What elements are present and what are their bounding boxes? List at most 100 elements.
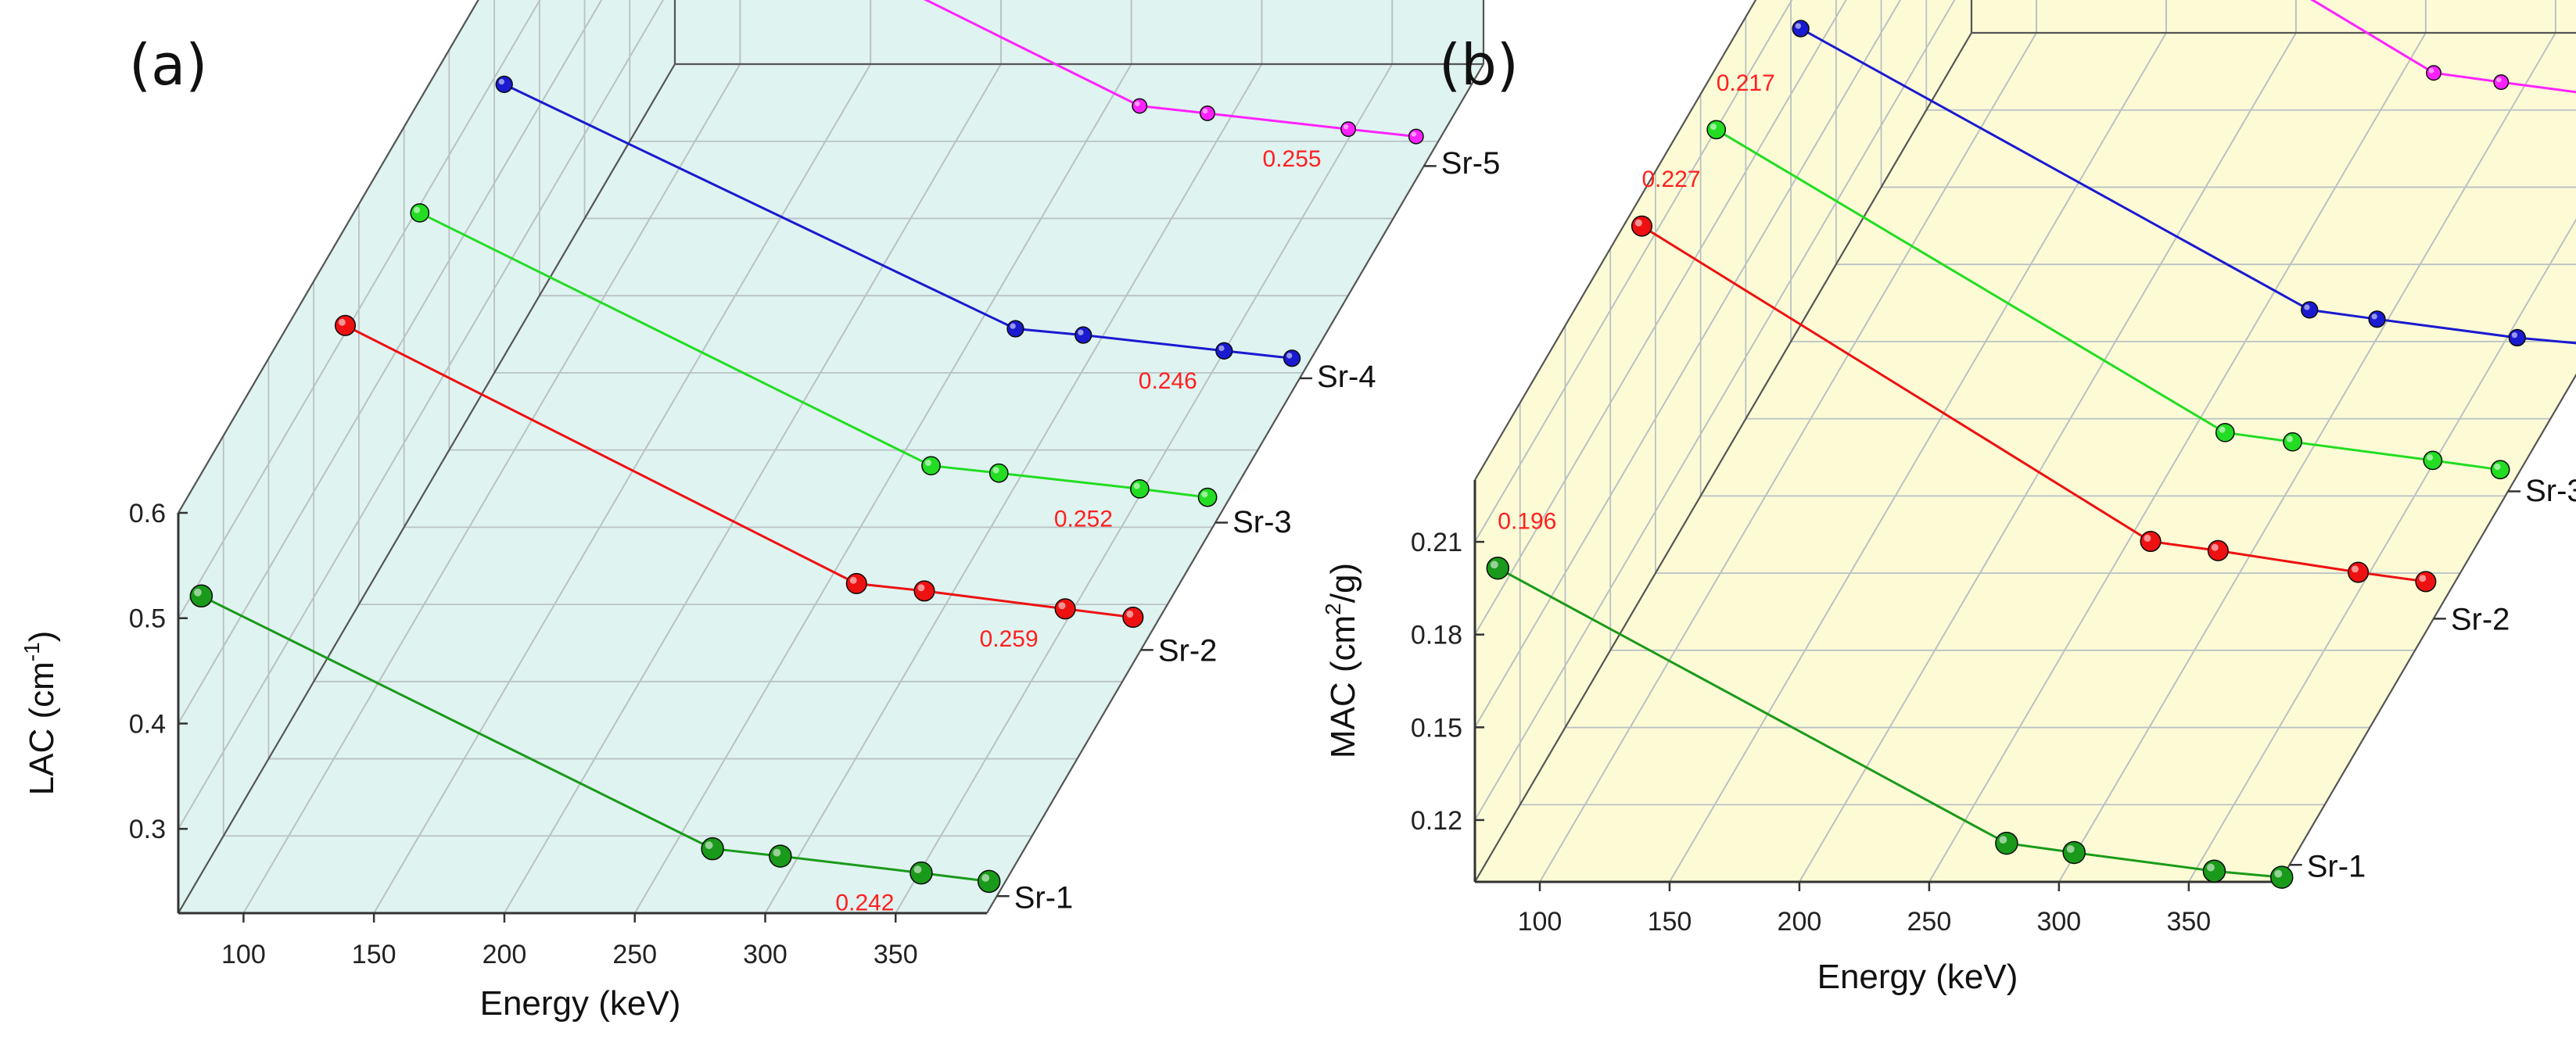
side-wall-gridline (178, 0, 665, 829)
data-point (1132, 98, 1148, 114)
data-point (1130, 478, 1150, 499)
data-point (909, 861, 933, 885)
data-point-highlight (1795, 23, 1801, 29)
data-point (977, 869, 1001, 894)
x-tick-label: 200 (1778, 907, 1822, 937)
x-tick-label: 150 (1648, 907, 1692, 937)
value-annotation: 0.227 (1641, 167, 1700, 192)
value-annotation: 0.252 (1054, 506, 1113, 532)
data-point (2140, 530, 2162, 553)
data-point (1340, 121, 1357, 138)
data-point-highlight (338, 318, 346, 326)
data-point-highlight (1126, 610, 1134, 618)
floor-gridline (2058, 32, 2556, 883)
y-axis-title-main: LAC (cm (23, 661, 61, 795)
side-wall-gridline (1474, 0, 1793, 543)
value-annotation: 0.255 (1263, 146, 1322, 172)
y-tick-label: 0.3 (129, 815, 166, 844)
data-point (1706, 120, 1727, 140)
y-axis-title: MAC (cm2/g) (1321, 563, 1362, 758)
value-annotation: 0.242 (835, 890, 894, 916)
data-point-highlight (2496, 77, 2502, 83)
x-tick-label: 200 (483, 940, 527, 969)
data-point-highlight (849, 576, 857, 584)
data-point (988, 463, 1009, 483)
data-point (2508, 328, 2526, 347)
data-point (2283, 432, 2302, 452)
y-axis-title-main: MAC (cm (1324, 615, 1362, 758)
series-label: Sr-3 (1232, 505, 1292, 539)
data-point (1215, 342, 1233, 360)
axis-frame-edge (986, 63, 1484, 914)
data-point-highlight (1135, 101, 1140, 106)
data-point-highlight (498, 78, 505, 85)
x-tick-label: 300 (2036, 907, 2081, 937)
data-point (1283, 349, 1301, 367)
side-wall-gridline (1474, 0, 1847, 636)
data-point (2301, 301, 2319, 319)
series-label: Sr-4 (1317, 360, 1376, 394)
axis-frame-edge (178, 63, 676, 914)
data-point-highlight (1343, 124, 1349, 130)
data-point-highlight (1058, 602, 1066, 610)
data-point (189, 584, 213, 608)
data-point-highlight (2352, 565, 2359, 573)
panel-label: (b) (1439, 32, 1519, 98)
data-point (1200, 106, 1215, 121)
data-point-highlight (1201, 491, 1208, 498)
data-point-highlight (2219, 426, 2226, 433)
data-point (2423, 450, 2443, 471)
data-point (495, 75, 513, 94)
data-point-highlight (981, 874, 990, 882)
y-axis-title-tail: /g) (1324, 563, 1362, 603)
data-point (2490, 460, 2510, 480)
y-tick-label: 0.12 (1411, 806, 1462, 836)
data-point (1408, 128, 1424, 145)
data-point-highlight (1133, 482, 1140, 489)
data-point (2368, 310, 2386, 328)
x-tick-label: 150 (352, 940, 396, 969)
data-point-highlight (2207, 863, 2215, 872)
data-point (921, 456, 941, 476)
data-point-highlight (2274, 869, 2283, 878)
data-point-highlight (2144, 534, 2151, 542)
data-point-highlight (1490, 561, 1498, 569)
x-axis-title: Energy (keV) (480, 984, 681, 1023)
data-point-highlight (1999, 836, 2007, 844)
series-label: Sr-1 (1014, 881, 1074, 915)
value-annotation: 0.246 (1139, 368, 1197, 394)
data-point (2493, 74, 2510, 91)
data-point-highlight (2286, 435, 2293, 442)
data-point-highlight (1411, 131, 1417, 137)
data-point-highlight (773, 848, 781, 857)
floor-gridline (633, 63, 1132, 914)
side-wall-gridline (1474, 0, 1956, 821)
data-point-highlight (2066, 845, 2075, 853)
data-point-highlight (1202, 108, 1208, 114)
x-tick-label: 350 (874, 940, 918, 969)
axis-frame-edge (178, 0, 479, 514)
y-axis-title-tail: ) (23, 631, 61, 643)
data-point (410, 202, 430, 223)
data-point-highlight (924, 459, 931, 467)
data-point-highlight (2511, 331, 2518, 339)
data-point-highlight (1710, 124, 1717, 131)
data-point-highlight (2494, 463, 2501, 471)
floor-gridline (1669, 32, 2167, 883)
data-point (2202, 859, 2226, 883)
series-label: Sr-3 (2525, 474, 2576, 508)
data-point-highlight (1218, 345, 1225, 352)
data-point (769, 844, 792, 868)
data-point-highlight (705, 841, 713, 850)
data-point-highlight (2419, 575, 2427, 582)
x-tick-label: 250 (612, 940, 657, 969)
back-wall-plane (675, 0, 1484, 64)
floor-gridline (242, 63, 741, 914)
y-tick-label: 0.6 (129, 499, 166, 528)
data-point (1006, 320, 1024, 338)
panel-b-chart: 100 150 200 250 300 350 0.12 0.15 0.18 0.21 Energy… (1321, 0, 2576, 996)
x-tick-label: 100 (1518, 907, 1562, 937)
y-tick-label: 0.15 (1411, 713, 1462, 743)
data-point (1995, 831, 2018, 855)
data-point-highlight (2428, 68, 2434, 73)
